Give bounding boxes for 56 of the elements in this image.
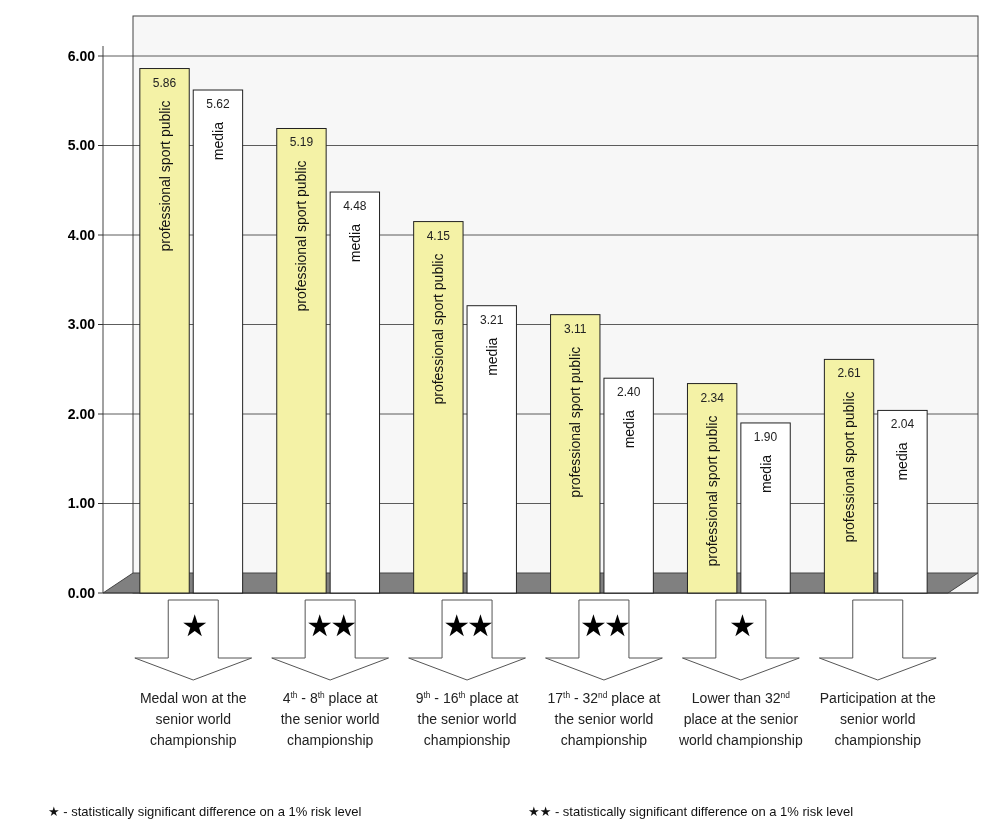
data-label: 5.86 bbox=[152, 75, 177, 90]
series-label: professional sport public bbox=[841, 391, 858, 543]
bar bbox=[329, 191, 381, 594]
bar bbox=[276, 128, 327, 594]
data-label: 2.34 bbox=[700, 390, 725, 405]
bar bbox=[192, 89, 244, 594]
data-label: 2.04 bbox=[890, 417, 915, 432]
text: professional sport public bbox=[704, 415, 721, 567]
data-label: 2.61 bbox=[837, 366, 862, 381]
data-label: 5.62 bbox=[206, 97, 230, 112]
series-label: media bbox=[757, 454, 774, 494]
bar bbox=[413, 221, 464, 594]
data-label: 2.40 bbox=[616, 385, 641, 400]
text: media bbox=[209, 122, 226, 161]
text: ★ - statistically significant difference on a 1% risk level bbox=[48, 804, 362, 819]
y-tick-label: 0.00 bbox=[67, 584, 96, 601]
y-tick-label: 2.00 bbox=[67, 405, 96, 422]
text: ★★ bbox=[306, 608, 356, 643]
text: media bbox=[483, 337, 500, 376]
bar bbox=[877, 409, 928, 594]
data-label: 4.48 bbox=[343, 199, 367, 214]
y-tick-label: 3.00 bbox=[67, 316, 96, 333]
text: media bbox=[346, 224, 363, 263]
category-label: Medal won at the senior world championship bbox=[139, 690, 247, 748]
category-label: 4$^{th}$ - 8$^{th}$ place at the senior world championship bbox=[280, 690, 380, 748]
category-label: 17$^{th}$ - 32$^{nd}$ place at the senior world championship bbox=[547, 690, 661, 748]
category-label: Participation at the senior world championship bbox=[819, 690, 936, 748]
text: ★★ bbox=[443, 608, 493, 643]
y-tick-label: 1.00 bbox=[67, 495, 96, 512]
text: media bbox=[620, 410, 637, 449]
bar bbox=[686, 383, 738, 594]
text: ★ bbox=[181, 608, 207, 643]
y-tick-label: 4.00 bbox=[67, 226, 96, 243]
text: professional sport public bbox=[156, 100, 173, 252]
text: ★ bbox=[728, 608, 754, 643]
text: ★★ - statistically significant difference on a 1% risk level bbox=[528, 804, 854, 819]
text: professional sport public bbox=[430, 253, 447, 405]
category-label: Lower than 32$^{nd}$ place at the senior world championship bbox=[678, 690, 803, 748]
bar bbox=[603, 377, 654, 594]
bar bbox=[823, 358, 875, 594]
data-label: 3.21 bbox=[480, 312, 504, 327]
text: media bbox=[894, 442, 911, 481]
data-label: 5.19 bbox=[289, 135, 314, 150]
text: professional sport public bbox=[567, 346, 584, 498]
bar bbox=[550, 314, 601, 594]
category-label: 9$^{th}$ - 16$^{th}$ place at the senior world championship bbox=[415, 690, 519, 748]
data-label: 3.11 bbox=[564, 321, 587, 336]
bar bbox=[740, 422, 791, 594]
y-tick-label: 6.00 bbox=[67, 47, 96, 64]
y-tick-label: 5.00 bbox=[67, 137, 96, 154]
data-label: 4.15 bbox=[426, 228, 451, 243]
text: professional sport public bbox=[293, 160, 310, 312]
bar bbox=[139, 68, 190, 594]
data-label: 1.90 bbox=[753, 429, 778, 444]
bar bbox=[466, 305, 517, 594]
text: ★★ bbox=[580, 608, 629, 643]
